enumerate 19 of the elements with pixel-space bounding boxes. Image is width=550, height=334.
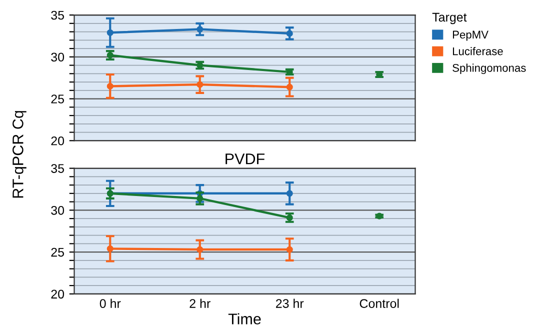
legend-label: Sphingomonas	[452, 64, 526, 74]
y-tick-label: 20	[51, 290, 64, 299]
legend-title: Target	[432, 12, 467, 24]
y-tick-label: 25	[51, 94, 64, 104]
chart-title: PVDF	[226, 154, 265, 164]
y-tick-label: 35	[51, 10, 64, 20]
x-tick-label: 0 hr	[100, 298, 121, 308]
x-tick-label: 23 hr	[276, 298, 304, 308]
legend-label: PepMV	[452, 30, 488, 41]
legend-label: Luciferase	[452, 47, 503, 56]
y-tick-label: 30	[51, 52, 64, 62]
x-tick-label: Control	[360, 298, 399, 308]
y-tick-label: 35	[51, 164, 64, 173]
x-tick-label: 2 hr	[190, 298, 210, 308]
y-tick-label: 20	[51, 136, 64, 146]
x-axis-title: Time	[228, 313, 261, 324]
y-tick-label: 30	[51, 206, 64, 215]
y-axis-title: RT-qPCR Cq	[12, 111, 26, 198]
y-tick-label: 25	[51, 248, 64, 257]
